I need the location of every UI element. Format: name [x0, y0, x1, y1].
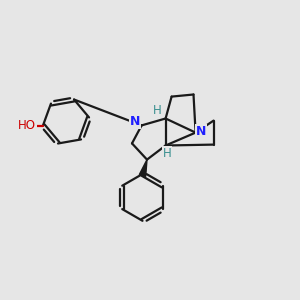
Text: HO: HO: [18, 119, 36, 132]
Text: N: N: [130, 115, 140, 128]
Text: H: H: [153, 103, 162, 117]
Text: N: N: [196, 124, 206, 138]
Polygon shape: [139, 160, 147, 176]
Text: H: H: [163, 147, 172, 161]
